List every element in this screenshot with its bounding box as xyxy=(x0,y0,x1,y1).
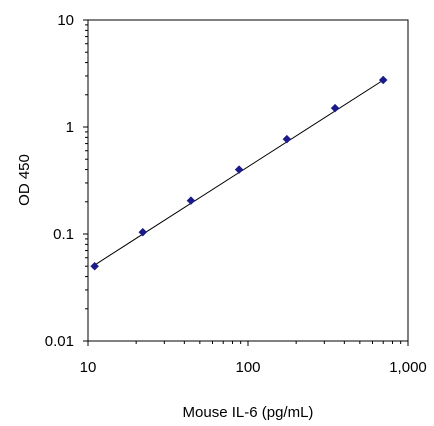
data-point xyxy=(186,196,196,205)
data-point xyxy=(90,261,99,271)
x-tick-label: 1,000 xyxy=(389,359,427,376)
y-tick-label: 0.1 xyxy=(53,226,74,243)
y-tick-label: 0.01 xyxy=(45,333,74,350)
data-point xyxy=(234,165,244,174)
axis-ticks xyxy=(83,19,409,346)
data-point xyxy=(378,75,388,85)
data-point xyxy=(138,227,148,237)
y-tick-label: 10 xyxy=(57,12,74,29)
plot-axes xyxy=(87,19,409,342)
data-points xyxy=(90,75,388,271)
y-tick-label: 1 xyxy=(66,119,74,136)
y-axis-title: OD 450 xyxy=(16,154,33,206)
x-tick-label: 10 xyxy=(80,359,97,376)
data-point xyxy=(330,103,340,113)
x-axis-title: Mouse IL-6 (pg/mL) xyxy=(183,404,314,421)
data-point xyxy=(282,134,292,144)
x-tick-label: 100 xyxy=(235,359,260,376)
tick-labels: 10 100 1,000 0.01 0.1 1 10 xyxy=(45,12,427,376)
plot-frame xyxy=(87,19,409,342)
